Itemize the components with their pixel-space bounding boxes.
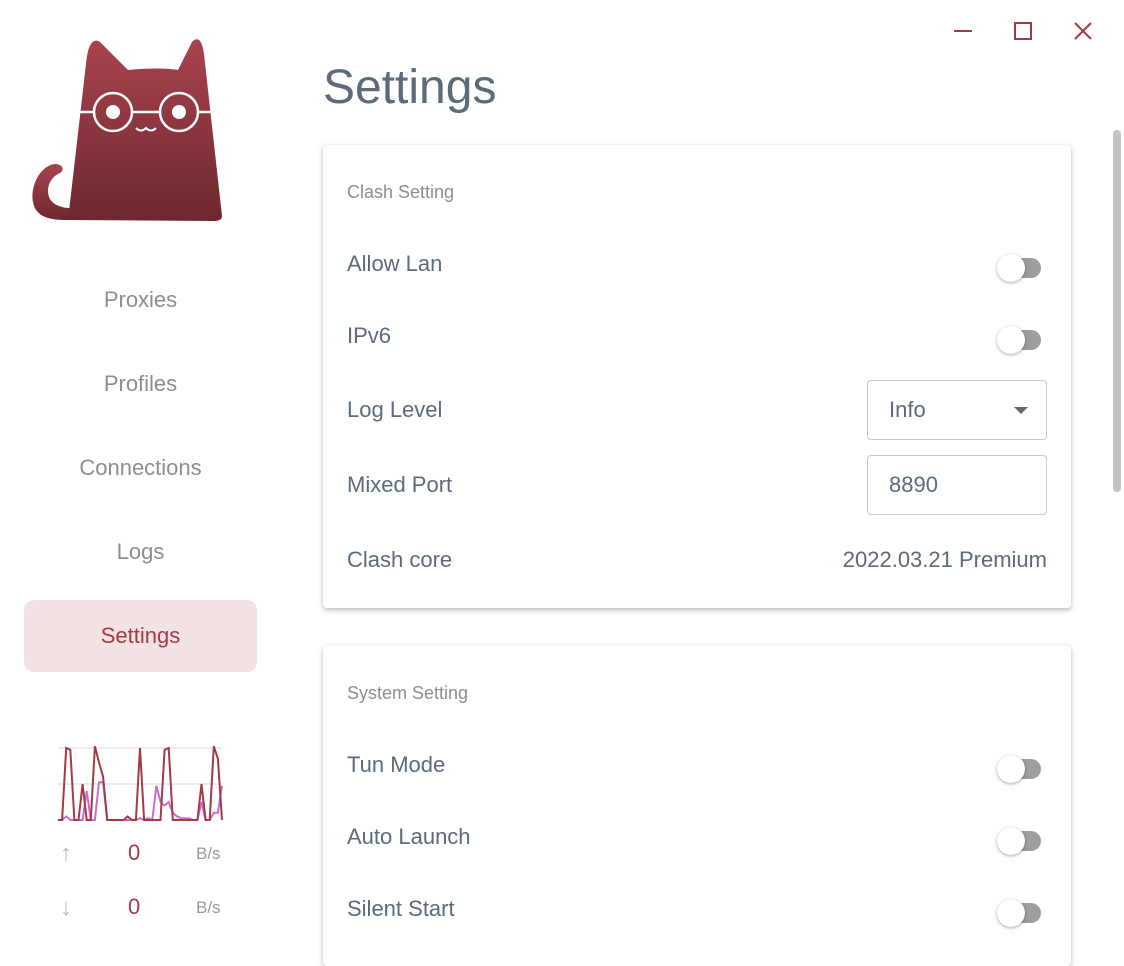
log-level-row: Log Level Info [347, 380, 1047, 440]
scrollbar[interactable] [1113, 130, 1121, 492]
maximize-icon[interactable] [1010, 18, 1036, 44]
log-level-value: Info [889, 397, 926, 422]
download-speed: ↓ 0 B/s [60, 894, 230, 924]
allow-lan-toggle[interactable] [997, 249, 1047, 282]
silent-start-toggle[interactable] [997, 894, 1047, 927]
mixed-port-input[interactable]: 8890 [867, 455, 1047, 515]
arrow-up-icon: ↑ [60, 840, 72, 867]
sidebar-item-connections[interactable]: Connections [24, 432, 257, 504]
upload-series-line [58, 745, 223, 821]
clash-core-row: Clash core 2022.03.21 Premium [347, 535, 1047, 585]
page-title: Settings [323, 61, 497, 114]
upload-speed: ↑ 0 B/s [60, 840, 230, 870]
log-level-select[interactable]: Info [867, 380, 1047, 440]
sidebar-item-logs[interactable]: Logs [24, 516, 257, 588]
ipv6-row: IPv6 [347, 311, 1047, 361]
tun-mode-label: Tun Mode [347, 752, 446, 777]
sidebar-item-proxies[interactable]: Proxies [24, 264, 257, 336]
tun-mode-toggle[interactable] [997, 750, 1047, 783]
sidebar: Proxies Profiles Connections Logs Settin… [0, 0, 282, 937]
system-setting-card: System Setting Tun Mode Auto Launch Sile… [323, 646, 1071, 966]
sidebar-item-profiles[interactable]: Profiles [24, 348, 257, 420]
download-unit: B/s [196, 898, 221, 917]
card-title: Clash Setting [347, 182, 455, 202]
clash-core-version: 2022.03.21 Premium [842, 547, 1047, 572]
minimize-icon[interactable] [950, 18, 976, 44]
tun-mode-row: Tun Mode [347, 740, 1047, 790]
allow-lan-label: Allow Lan [347, 251, 443, 276]
card-title: System Setting [347, 683, 469, 703]
arrow-down-icon: ↓ [60, 894, 72, 921]
mixed-port-label: Mixed Port [347, 472, 453, 497]
log-level-label: Log Level [347, 397, 443, 422]
sidebar-item-label: Logs [116, 539, 165, 564]
clash-core-label: Clash core [347, 547, 453, 572]
mixed-port-row: Mixed Port 8890 [347, 455, 1047, 515]
caret-down-icon [1014, 407, 1028, 414]
sidebar-item-label: Connections [79, 455, 202, 480]
download-value: 0 [128, 894, 141, 919]
silent-start-label: Silent Start [347, 896, 455, 921]
sidebar-item-label: Proxies [103, 287, 178, 312]
allow-lan-row: Allow Lan [347, 239, 1047, 289]
close-icon[interactable] [1070, 18, 1096, 44]
upload-unit: B/s [196, 844, 221, 863]
clash-setting-card: Clash Setting Allow Lan IPv6 Log Level I… [323, 145, 1071, 608]
auto-launch-label: Auto Launch [347, 824, 471, 849]
ipv6-label: IPv6 [347, 323, 392, 348]
auto-launch-toggle[interactable] [997, 822, 1047, 855]
sidebar-item-settings[interactable]: Settings [24, 600, 257, 672]
ipv6-toggle[interactable] [997, 321, 1047, 354]
traffic-graph [58, 745, 223, 822]
upload-value: 0 [128, 840, 141, 865]
silent-start-row: Silent Start [347, 884, 1047, 934]
auto-launch-row: Auto Launch [347, 812, 1047, 862]
sidebar-item-label: Profiles [103, 371, 178, 396]
sidebar-item-label: Settings [100, 623, 181, 648]
clash-cat-logo [32, 39, 222, 221]
mixed-port-value: 8890 [889, 472, 938, 497]
